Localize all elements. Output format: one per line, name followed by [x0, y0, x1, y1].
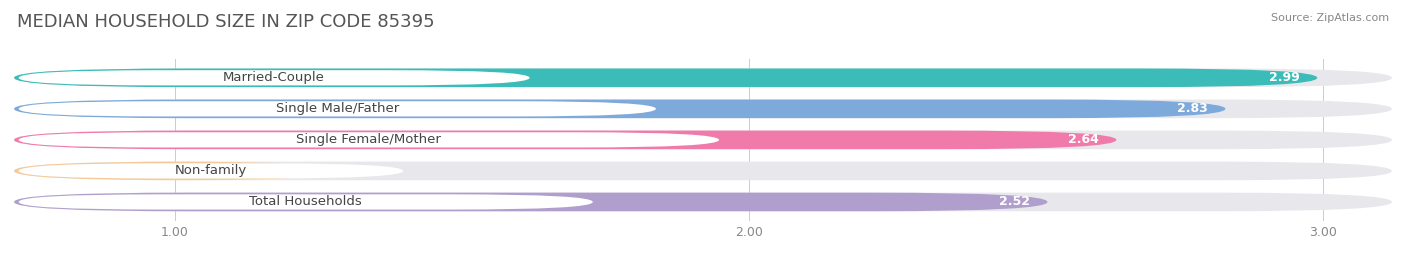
FancyBboxPatch shape	[14, 193, 1392, 211]
FancyBboxPatch shape	[14, 69, 1317, 87]
FancyBboxPatch shape	[18, 101, 657, 116]
Text: Total Households: Total Households	[249, 196, 363, 208]
Text: 2.83: 2.83	[1177, 102, 1208, 115]
Text: Married-Couple: Married-Couple	[224, 71, 325, 84]
Text: Single Female/Mother: Single Female/Mother	[297, 133, 441, 146]
Text: Non-family: Non-family	[174, 164, 247, 178]
FancyBboxPatch shape	[14, 162, 342, 180]
FancyBboxPatch shape	[14, 69, 1392, 87]
Text: MEDIAN HOUSEHOLD SIZE IN ZIP CODE 85395: MEDIAN HOUSEHOLD SIZE IN ZIP CODE 85395	[17, 13, 434, 31]
FancyBboxPatch shape	[14, 193, 1047, 211]
FancyBboxPatch shape	[18, 163, 404, 179]
Text: 2.64: 2.64	[1069, 133, 1099, 146]
Text: 1.29: 1.29	[294, 164, 325, 178]
FancyBboxPatch shape	[18, 70, 530, 85]
FancyBboxPatch shape	[14, 100, 1226, 118]
FancyBboxPatch shape	[14, 162, 1392, 180]
FancyBboxPatch shape	[14, 130, 1116, 149]
Text: Source: ZipAtlas.com: Source: ZipAtlas.com	[1271, 13, 1389, 23]
Text: Single Male/Father: Single Male/Father	[276, 102, 399, 115]
FancyBboxPatch shape	[18, 194, 593, 210]
FancyBboxPatch shape	[14, 100, 1392, 118]
Text: 2.52: 2.52	[1000, 196, 1031, 208]
FancyBboxPatch shape	[18, 132, 718, 147]
Text: 2.99: 2.99	[1270, 71, 1301, 84]
FancyBboxPatch shape	[14, 130, 1392, 149]
